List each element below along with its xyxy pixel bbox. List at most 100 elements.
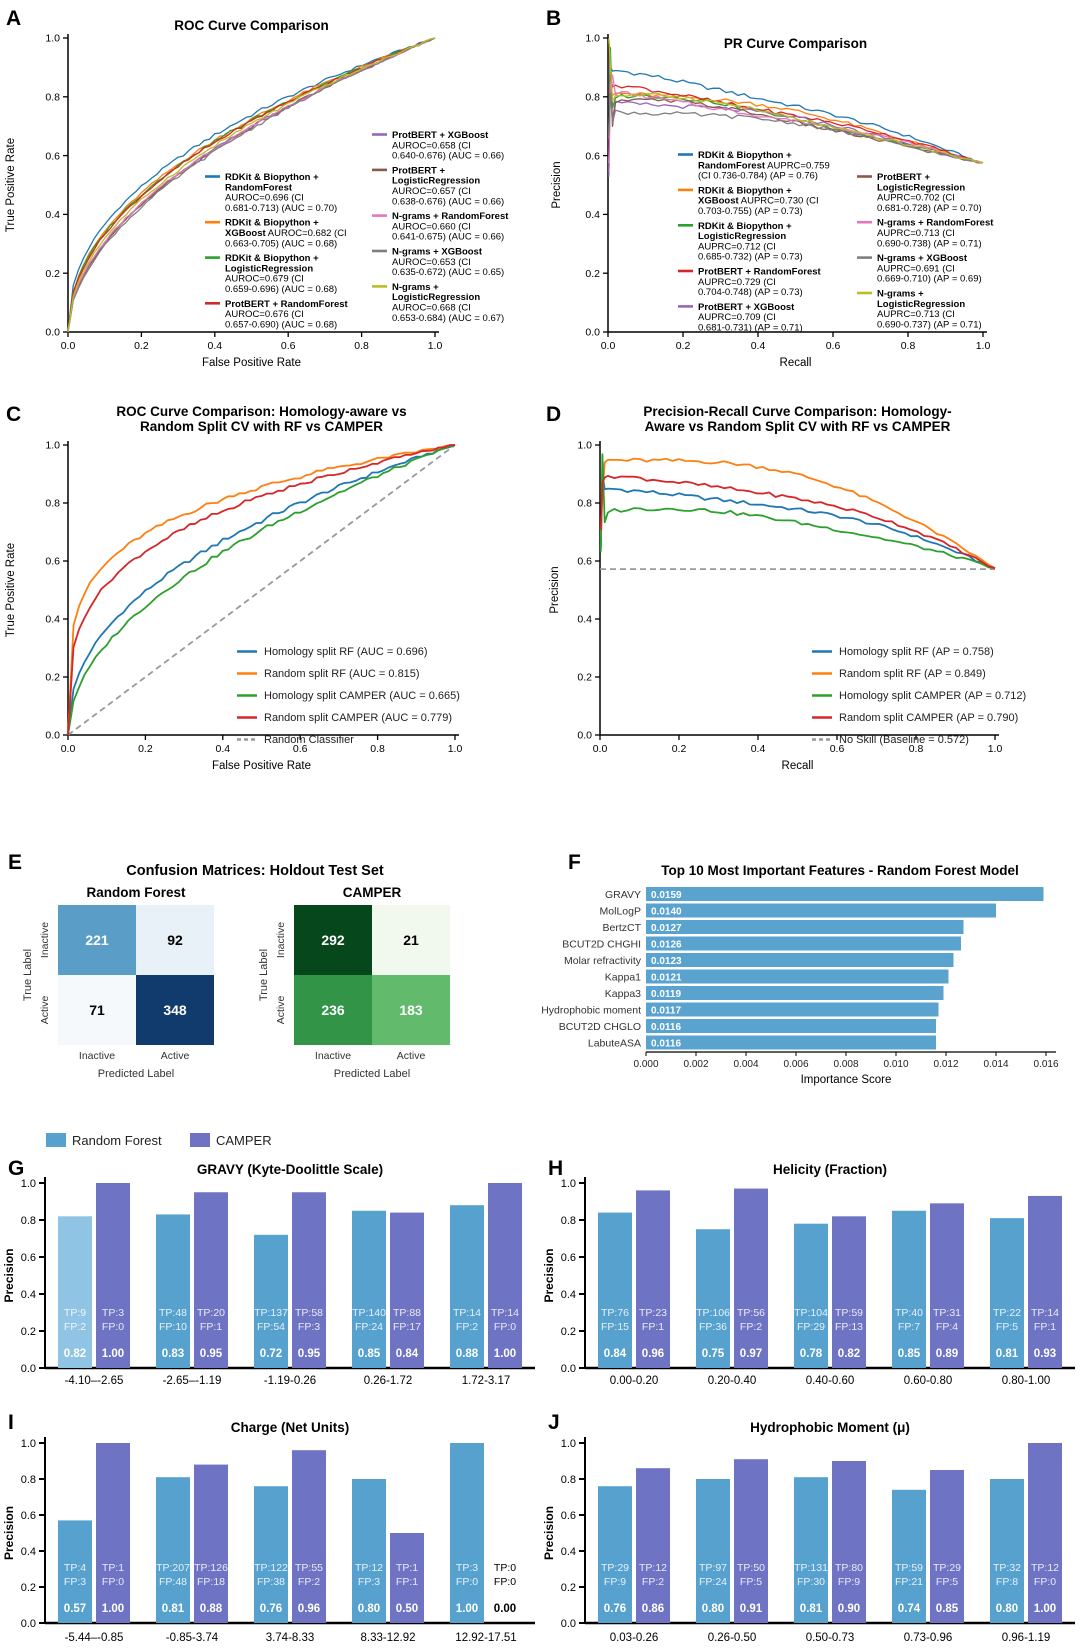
camper-bar (292, 1450, 326, 1623)
y-tick-label: 0.8 (21, 1215, 36, 1227)
y-tick-label: 1.0 (45, 440, 60, 452)
precision-value: 0.95 (200, 1348, 223, 1360)
panel-g-gravy: GRAVY (Kyte-Doolittle Scale) 0.0 0.2 0.4 0.6… (0, 1155, 540, 1400)
precision-value: 0.95 (298, 1348, 321, 1360)
rf-bar (58, 1520, 92, 1623)
legend-entry-line: 0.704-0.748) (AP = 0.73) (698, 287, 803, 298)
panel-j-hydrophobic-moment: Hydrophobic Moment (μ) 0.0 0.2 0.4 0.6 0.8 1.0… (540, 1400, 1080, 1649)
tp-count: TP:104 (794, 1307, 828, 1319)
rf-bar (892, 1489, 926, 1623)
precision-value: 0.84 (396, 1348, 419, 1360)
legend-entry-line: ProtBERT + (392, 165, 446, 176)
y-axis-label: Precision (542, 1248, 556, 1302)
importance-bar (646, 1002, 939, 1017)
rf-bar (794, 1223, 828, 1368)
camper-bar (390, 1212, 424, 1368)
rf-bar (990, 1218, 1024, 1368)
camper-bar (1028, 1443, 1062, 1623)
matrix-title: Random Forest (86, 885, 186, 900)
legend-entry-label: Random split RF (AP = 0.849) (839, 668, 986, 680)
rf-bar (352, 1210, 386, 1368)
legend-entry-line: AUROC=0.676 (CI (225, 309, 304, 320)
x-tick-label: 1.0 (448, 743, 463, 755)
col-label: Inactive (315, 1050, 351, 1062)
importance-value: 0.0116 (651, 1039, 681, 1050)
x-tick-label: 0.0 (601, 340, 616, 352)
y-tick-label: 0.4 (561, 1546, 576, 1558)
x-tick-label: 1.0 (428, 340, 443, 352)
tp-count: TP:137 (254, 1307, 288, 1319)
x-tick-label: 0.010 (883, 1059, 908, 1070)
precision-value: 1.00 (494, 1348, 516, 1360)
tp-count: TP:55 (295, 1562, 323, 1574)
panel-letter-a: A (6, 7, 22, 30)
panel-f-svg: Top 10 Most Important Features - Random … (541, 863, 1059, 1086)
panel-letter-i: I (8, 1411, 14, 1434)
precision-value: 0.80 (358, 1603, 380, 1615)
precision-value: 0.96 (642, 1348, 664, 1360)
row-label: Active (275, 996, 287, 1025)
panel-title: PR Curve Comparison (724, 36, 867, 51)
y-tick-label: 0.6 (561, 1510, 576, 1522)
panel-letter-b: B (546, 7, 562, 30)
fp-count: FP:17 (393, 1321, 421, 1333)
y-tick-label: 0.6 (561, 1252, 576, 1264)
fp-count: FP:5 (740, 1576, 762, 1588)
y-tick-label: 0.4 (577, 614, 592, 626)
curve-series-2 (599, 453, 996, 569)
legend-entry-line: AUROC=0.653 (CI (392, 257, 471, 268)
precision-value: 0.88 (200, 1603, 223, 1615)
legend-entry-line: AUROC=0.696 (CI (225, 193, 304, 204)
panel-e-confusion-matrices: Confusion Matrices: Holdout Test Set Rand… (0, 805, 540, 1128)
fp-count: FP:2 (298, 1576, 320, 1588)
y-tick-label: 0.4 (45, 209, 60, 221)
y-tick-label: 0.0 (561, 1618, 576, 1630)
legend-entry-line: RDKit & Biopython + (698, 185, 792, 196)
y-tick-label: 0.0 (21, 1618, 36, 1630)
confusion-cell-value: 221 (85, 932, 109, 948)
tp-count: TP:97 (699, 1562, 727, 1574)
legend-entry-line: RandomForest (225, 182, 293, 193)
tp-count: TP:14 (491, 1307, 519, 1319)
legend-entry-line: LogisticRegression (877, 299, 965, 310)
precision-value: 0.75 (702, 1348, 725, 1360)
confusion-cell (58, 905, 136, 975)
y-axis-label: Precision (2, 1248, 16, 1302)
legend-entry-line: AUPRC=0.713 (CI (877, 309, 955, 320)
y-tick-label: 0.8 (45, 92, 60, 104)
fp-count: FP:2 (642, 1576, 664, 1588)
legend-entry-line: AUROC=0.668 (CI (392, 303, 471, 314)
camper-bar (930, 1203, 964, 1368)
feature-name: BCUT2D CHGLO (559, 1021, 641, 1033)
tp-count: TP:31 (933, 1307, 961, 1319)
camper-bar (194, 1192, 228, 1368)
legend-entry-line: 0.681-0.713) (AUC = 0.70) (225, 203, 337, 214)
y-axis-label: True Positive Rate (5, 138, 17, 232)
legend-entry-line: 0.657-0.690) (AUC = 0.68) (225, 319, 337, 330)
rf-bar (254, 1234, 288, 1368)
curve-series-0 (599, 471, 996, 569)
fp-count: FP:9 (604, 1576, 626, 1588)
tp-count: TP:14 (1031, 1307, 1059, 1319)
legend-entry-line: N-grams + (877, 289, 924, 300)
panel-c-svg: 0.00.0 0.2 0.2 0.4 0.4 0.6 0.6 0.8 0.8 1.0 1.0 Fals… (5, 404, 463, 772)
confusion-cell-value: 71 (89, 1002, 105, 1018)
precision-value: 0.90 (838, 1603, 860, 1615)
precision-value: 0.82 (838, 1348, 860, 1360)
importance-bar (646, 953, 954, 967)
tp-count: TP:59 (895, 1562, 923, 1574)
panel-e-svg: Confusion Matrices: Holdout Test Set Rand… (22, 863, 450, 1080)
importance-value: 0.0116 (651, 1022, 681, 1033)
fp-count: FP:0 (494, 1321, 516, 1333)
y-tick-label: 0.2 (21, 1326, 36, 1338)
confusion-cell-value: 183 (399, 1002, 423, 1018)
legend-entry-line: ProtBERT + XGBoost (698, 302, 795, 313)
bin-range-label: 0.50-0.73 (806, 1632, 855, 1644)
precision-value: 0.97 (740, 1348, 762, 1360)
rf-bar (598, 1212, 632, 1368)
panel-letter-f: F (568, 851, 581, 874)
tp-count: TP:22 (993, 1307, 1021, 1319)
x-tick-label: 0.6 (826, 340, 841, 352)
precision-value: 0.88 (456, 1348, 479, 1360)
bin-range-label: 0.73-0.96 (904, 1632, 953, 1644)
